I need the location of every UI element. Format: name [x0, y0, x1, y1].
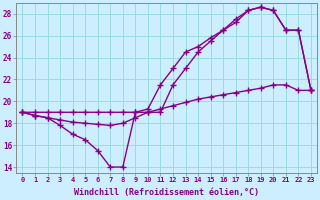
X-axis label: Windchill (Refroidissement éolien,°C): Windchill (Refroidissement éolien,°C): [74, 188, 259, 197]
